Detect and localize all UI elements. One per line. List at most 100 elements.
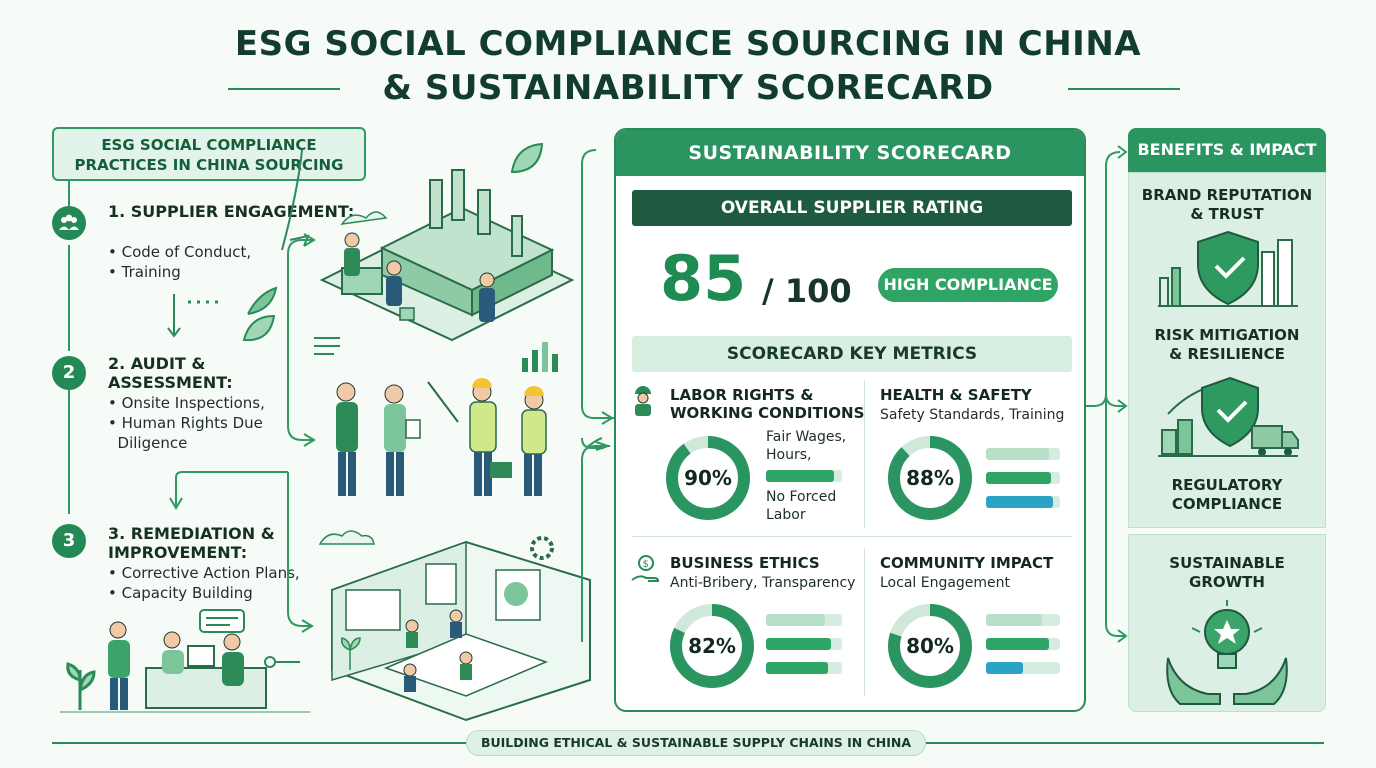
metric-4-bar (986, 662, 1060, 674)
leaf-icon (242, 314, 276, 342)
metric-divider (632, 536, 1072, 537)
step-2-badge: 2 (52, 356, 86, 390)
step-3-bullets: • Corrective Action Plans, • Capacity Bu… (108, 563, 300, 603)
scorecard-header: SUSTAINABILITY SCORECARD (616, 130, 1084, 176)
page-title-line1: ESG SOCIAL COMPLIANCE SOURCING IN CHINA (234, 24, 1142, 64)
practices-header: ESG SOCIAL COMPLIANCE PRACTICES IN CHINA… (52, 127, 366, 181)
timeline-line (68, 181, 70, 211)
step-2-bullet: • Human Rights Due (108, 414, 263, 432)
metric-4-subtitle: Local Engagement (880, 575, 1011, 591)
step-3-bullet: • Corrective Action Plans, (108, 564, 300, 582)
meeting-room-illustration (318, 530, 591, 722)
donut-value-arc (666, 436, 750, 520)
metric-2-donut (888, 436, 972, 520)
donut-value-arc (888, 436, 972, 520)
bar-fill (766, 614, 826, 626)
sustainability-scorecard: SUSTAINABILITY SCORECARD OVERALL SUPPLIE… (614, 128, 1086, 712)
metric-1-notes: Fair Wages, Hours, (766, 429, 847, 463)
key-metrics-label: SCORECARD KEY METRICS (632, 336, 1072, 372)
metric-3-bar (766, 638, 842, 650)
step-2-bullets: • Onsite Inspections, • Human Rights Due… (108, 393, 265, 453)
step-1-badge (52, 206, 86, 240)
compliance-badge: HIGH COMPLIANCE (878, 268, 1058, 302)
metric-2-title: HEALTH & SAFETY (880, 386, 1032, 404)
metric-1-percent: 90% (684, 466, 732, 490)
benefits-column: BENEFITS & IMPACT BRAND REPUTATION & TRUS… (1128, 128, 1326, 712)
metric-2-bar (986, 472, 1060, 484)
metric-3-subtitle: Anti-Bribery, Transparency (670, 575, 856, 591)
metric-divider (864, 548, 865, 696)
timeline-line (68, 245, 70, 351)
step-2-bullet: Diligence (117, 434, 188, 452)
metric-3-bar (766, 614, 842, 626)
metric-4-bar (986, 614, 1060, 626)
benefits-connectors (1086, 145, 1128, 643)
footer-divider-right (926, 742, 1324, 744)
footer-tagline: BUILDING ETHICAL & SUSTAINABLE SUPPLY CH… (466, 730, 926, 756)
metric-4-title: COMMUNITY IMPACT (880, 554, 1054, 572)
factory-illustration (281, 149, 575, 342)
step-3-bullet: • Capacity Building (108, 584, 253, 602)
benefits-header: BENEFITS & IMPACT (1128, 128, 1326, 172)
metric-1-bar (766, 470, 842, 482)
step-1-bullet: • Training (108, 263, 181, 281)
benefit-4-title: SUSTAINABLE GROWTH (1169, 554, 1285, 591)
audit-team-illustration (314, 337, 558, 496)
step-1-bullet: • Code of Conduct, (108, 243, 252, 261)
step-1-bullets: • Code of Conduct, • Training (108, 242, 251, 282)
benefit-2-title: RISK MITIGATION & RESILIENCE (1154, 326, 1300, 363)
bar-fill (986, 614, 1042, 626)
people-group-icon (59, 214, 79, 230)
bar-fill (986, 448, 1049, 460)
metric-3-title: BUSINESS ETHICS (670, 554, 820, 572)
flow-connectors (169, 149, 614, 642)
bar-fill (986, 496, 1053, 508)
overall-rating-label: OVERALL SUPPLIER RATING (632, 190, 1072, 226)
step-3-badge: 3 (52, 524, 86, 558)
metric-3-donut (670, 604, 754, 688)
flow-connector (167, 286, 278, 338)
shield-check-icon (1158, 230, 1298, 307)
leaf-icon (510, 142, 544, 174)
metric-1-title: LABOR RIGHTS & WORKING CONDITIONS (670, 386, 865, 422)
metric-1-donut (666, 436, 750, 520)
overall-score: 85 (660, 242, 747, 315)
metric-4-bar (986, 638, 1060, 650)
hands-lightbulb-icon (1166, 600, 1288, 705)
bar-fill (766, 662, 829, 674)
title-divider-right (1068, 88, 1180, 90)
metric-2-percent: 88% (906, 466, 954, 490)
bar-fill (766, 638, 832, 650)
metric-1-notes-2: No Forced Labor (766, 489, 837, 523)
step-3-title: 3. REMEDIATION & IMPROVEMENT: (108, 524, 275, 562)
metric-3-bar (766, 662, 842, 674)
leaf-icon (248, 20, 298, 60)
svg-text:$: $ (643, 559, 649, 570)
benefit-3-title: REGULATORY COMPLIANCE (1171, 476, 1283, 513)
benefit-1-title: BRAND REPUTATION & TRUST (1141, 186, 1313, 223)
overall-score-max: / 100 (762, 272, 852, 310)
donut-value-arc (888, 604, 972, 688)
page-title-line2: & SUSTAINABILITY SCORECARD (382, 68, 994, 108)
donut-value-arc (670, 604, 754, 688)
title-divider-left (228, 88, 340, 90)
metric-2-bar (986, 448, 1060, 460)
shield-truck-icon (1158, 376, 1299, 457)
worker-icon (635, 386, 651, 416)
bar-fill (986, 472, 1052, 484)
metric-divider (864, 380, 865, 528)
metric-2-bar (986, 496, 1060, 508)
timeline-line (68, 390, 70, 514)
step-2-bullet: • Onsite Inspections, (108, 394, 265, 412)
metric-2-subtitle: Safety Standards, Training (880, 407, 1065, 423)
footer-divider-left (52, 742, 466, 744)
bar-fill (986, 662, 1023, 674)
metric-4-donut (888, 604, 972, 688)
metric-3-percent: 82% (688, 634, 736, 658)
bar-fill (766, 470, 835, 482)
money-hand-icon: $ (631, 555, 660, 582)
bar-fill (986, 638, 1049, 650)
step-2-title: 2. AUDIT & ASSESSMENT: (108, 354, 233, 392)
metric-4-percent: 80% (906, 634, 954, 658)
office-team-illustration (60, 609, 310, 713)
